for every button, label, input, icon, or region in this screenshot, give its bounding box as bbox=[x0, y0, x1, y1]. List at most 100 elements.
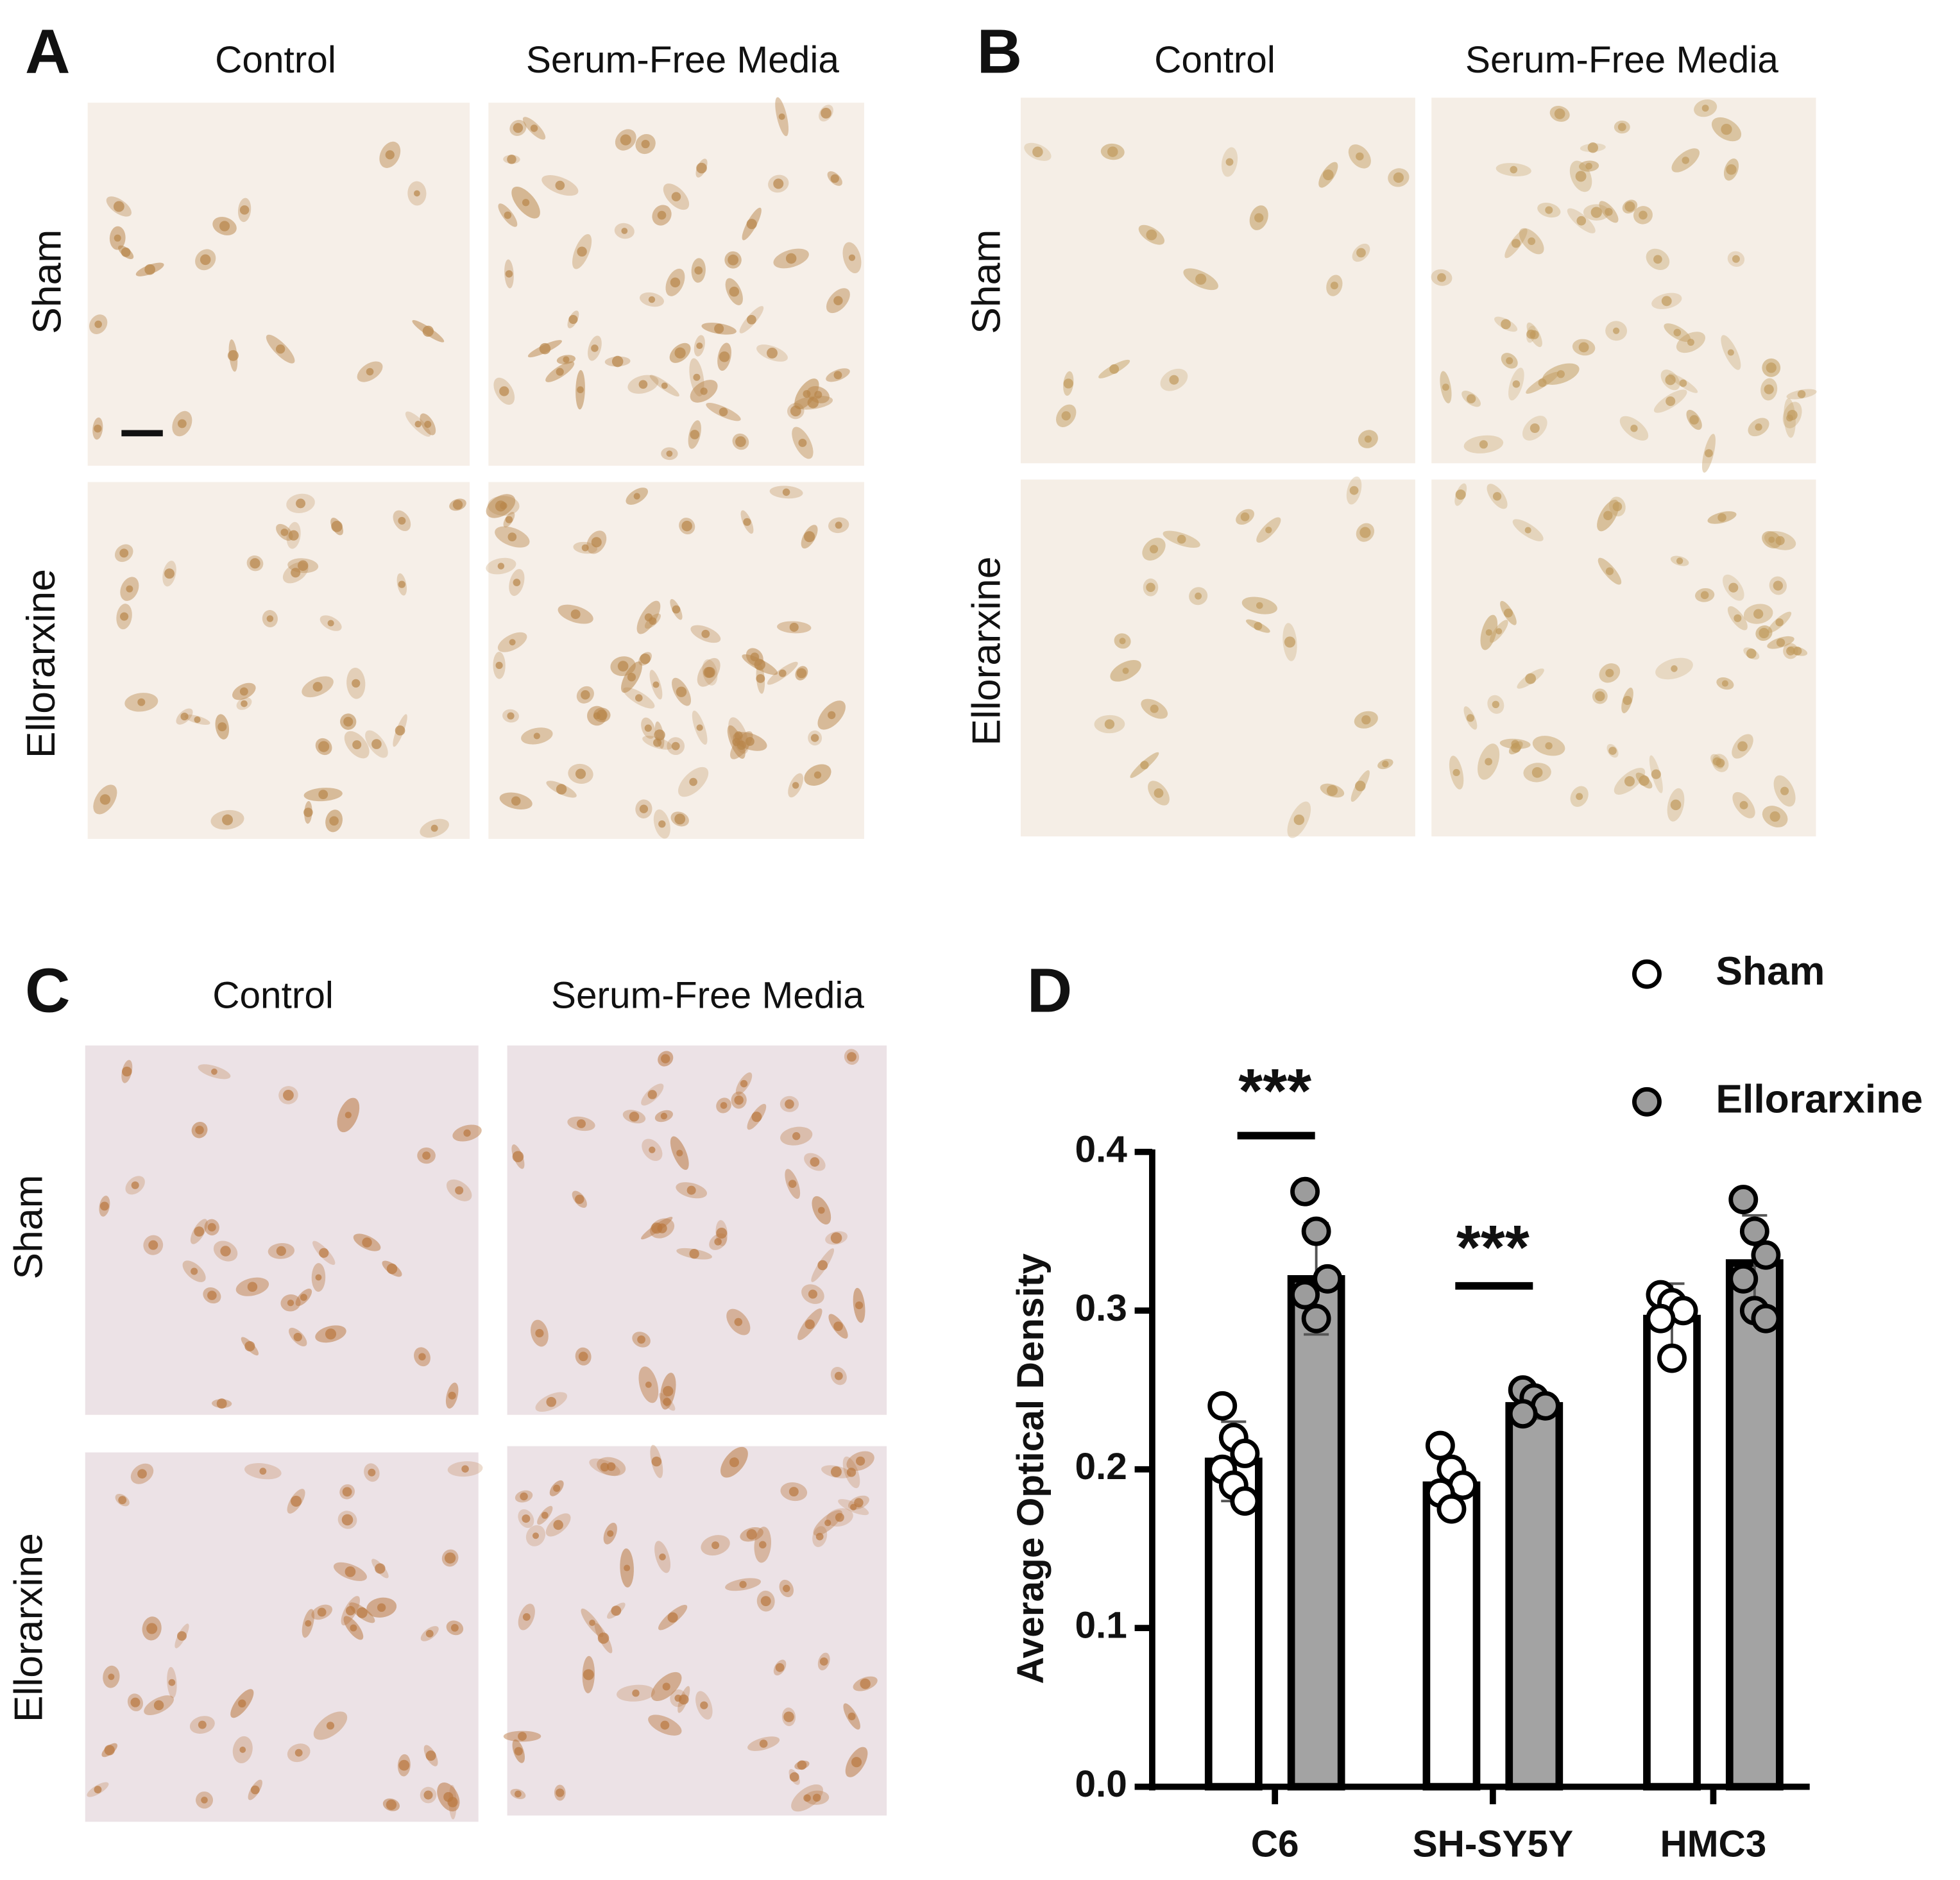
nucleus bbox=[735, 436, 746, 447]
nucleus bbox=[275, 344, 285, 354]
nucleus bbox=[555, 180, 565, 191]
nucleus bbox=[443, 1791, 454, 1802]
nucleus bbox=[678, 1694, 689, 1705]
row-label: Sham bbox=[964, 230, 1009, 334]
nucleus bbox=[1617, 123, 1626, 131]
nucleus bbox=[207, 1223, 216, 1232]
nucleus bbox=[767, 347, 778, 359]
data-point bbox=[1230, 1486, 1260, 1516]
nucleus bbox=[803, 531, 815, 543]
nucleus bbox=[635, 694, 643, 702]
nucleus bbox=[1787, 409, 1798, 421]
panel-letter: A bbox=[25, 17, 70, 87]
nucleus bbox=[195, 1125, 204, 1135]
y-tick-label: 0.2 bbox=[1075, 1446, 1127, 1487]
nucleus bbox=[296, 498, 306, 509]
nucleus bbox=[288, 530, 299, 541]
significance-label: *** bbox=[1238, 1056, 1311, 1126]
nucleus bbox=[239, 687, 248, 696]
nucleus bbox=[1705, 449, 1713, 458]
nucleus bbox=[1240, 512, 1250, 521]
nucleus bbox=[689, 777, 697, 786]
nucleus bbox=[1442, 384, 1449, 391]
nucleus bbox=[1624, 775, 1635, 787]
nucleus bbox=[1524, 527, 1531, 534]
nucleus bbox=[422, 325, 434, 337]
nucleus bbox=[575, 1194, 584, 1204]
nucleus bbox=[312, 682, 323, 692]
nucleus bbox=[198, 1720, 207, 1729]
nucleus bbox=[280, 529, 289, 536]
nucleus bbox=[343, 716, 354, 727]
nucleus bbox=[783, 1584, 790, 1593]
nucleus bbox=[120, 612, 129, 621]
nucleus bbox=[327, 620, 334, 627]
micrograph bbox=[87, 482, 470, 839]
nucleus bbox=[1797, 390, 1806, 398]
nucleus bbox=[356, 1607, 368, 1618]
nucleus bbox=[701, 629, 710, 638]
nucleus bbox=[300, 1294, 307, 1301]
micrograph bbox=[507, 1446, 887, 1816]
nucleus bbox=[830, 174, 839, 183]
nucleus bbox=[1355, 781, 1366, 792]
nucleus bbox=[1666, 396, 1676, 407]
nucleus bbox=[1755, 423, 1762, 431]
nucleus bbox=[686, 1185, 696, 1195]
row-label: Sham bbox=[6, 1174, 51, 1279]
nucleus bbox=[113, 201, 124, 212]
nucleus bbox=[1109, 364, 1120, 374]
nucleus bbox=[1149, 545, 1159, 554]
nucleus bbox=[191, 1267, 198, 1275]
nucleus bbox=[153, 1700, 164, 1711]
nucleus bbox=[1670, 799, 1682, 811]
nucleus bbox=[1578, 342, 1589, 353]
nucleus bbox=[505, 516, 513, 523]
data-point bbox=[1301, 1216, 1331, 1246]
nucleus bbox=[219, 221, 230, 232]
nucleus bbox=[817, 1207, 825, 1214]
nucleus bbox=[305, 1620, 312, 1627]
nucleus bbox=[782, 488, 790, 496]
data-point bbox=[1290, 1280, 1320, 1310]
nucleus bbox=[1104, 719, 1115, 729]
nucleus bbox=[817, 1260, 828, 1271]
nucleus bbox=[1608, 747, 1617, 755]
nucleus bbox=[1453, 768, 1460, 777]
nucleus bbox=[759, 1740, 768, 1748]
nucleus bbox=[1225, 158, 1234, 166]
nucleus bbox=[754, 659, 765, 670]
nucleus bbox=[461, 1465, 469, 1473]
nucleus bbox=[1150, 704, 1159, 713]
nucleus bbox=[395, 725, 405, 736]
nucleus bbox=[1753, 609, 1764, 619]
nucleus bbox=[1254, 213, 1264, 223]
nucleus bbox=[640, 653, 651, 665]
nucleus bbox=[834, 1371, 843, 1380]
nucleus bbox=[1721, 680, 1728, 687]
nucleus bbox=[511, 796, 521, 806]
nucleus bbox=[137, 1469, 147, 1479]
nucleus bbox=[746, 1529, 757, 1540]
data-point bbox=[1728, 1264, 1759, 1294]
nucleus bbox=[1466, 394, 1476, 403]
nucleus bbox=[216, 1398, 227, 1409]
nucleus bbox=[821, 108, 831, 119]
nucleus bbox=[1630, 425, 1638, 432]
nucleus bbox=[693, 373, 701, 381]
nucleus bbox=[620, 134, 631, 146]
legend-marker bbox=[1632, 959, 1662, 989]
nucleus bbox=[539, 343, 551, 355]
nucleus bbox=[131, 1181, 139, 1189]
nucleus bbox=[1676, 557, 1683, 564]
nucleus bbox=[287, 1300, 294, 1307]
nucleus bbox=[386, 1263, 398, 1275]
nucleus bbox=[743, 518, 751, 526]
nucleus bbox=[118, 1496, 127, 1505]
nucleus bbox=[575, 768, 586, 779]
nucleus bbox=[624, 1564, 631, 1571]
data-point bbox=[1646, 1303, 1676, 1334]
nucleus bbox=[578, 1351, 588, 1362]
nucleus bbox=[639, 804, 649, 813]
nucleus bbox=[200, 254, 211, 266]
